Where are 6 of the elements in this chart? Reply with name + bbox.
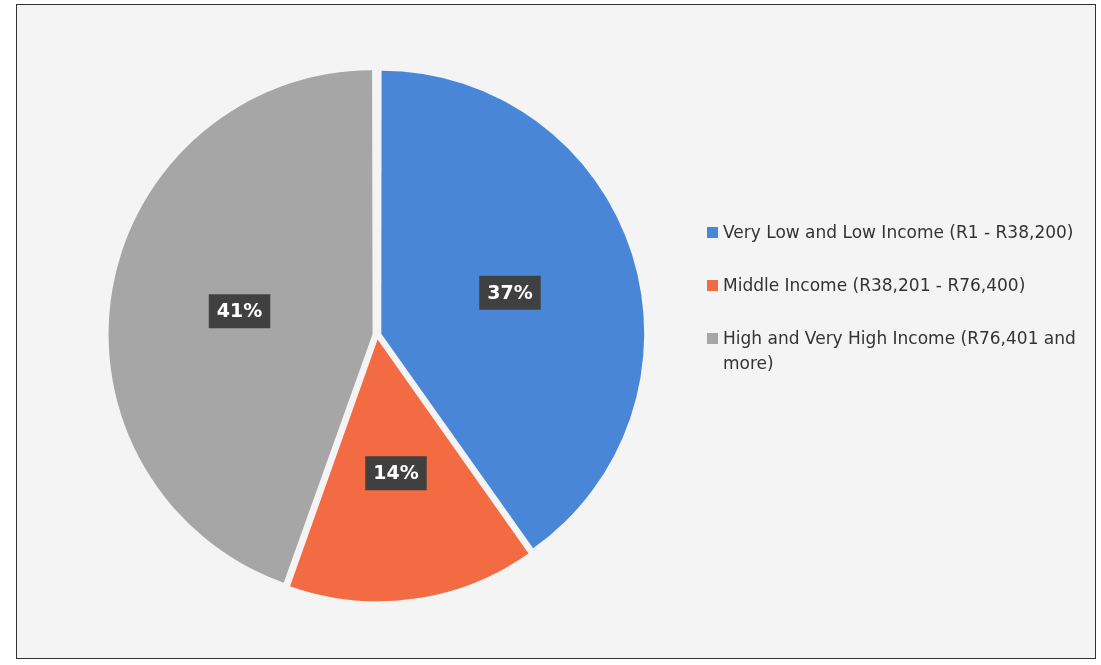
data-label: 14%: [373, 461, 419, 484]
legend-label: Middle Income (R38,201 - R76,400): [723, 274, 1026, 297]
data-label: 37%: [487, 280, 533, 303]
data-label: 41%: [216, 299, 263, 322]
legend-label: High and Very High Income (R76,401 and more): [723, 327, 1077, 375]
legend-label: Very Low and Low Income (R1 - R38,200): [723, 221, 1074, 244]
